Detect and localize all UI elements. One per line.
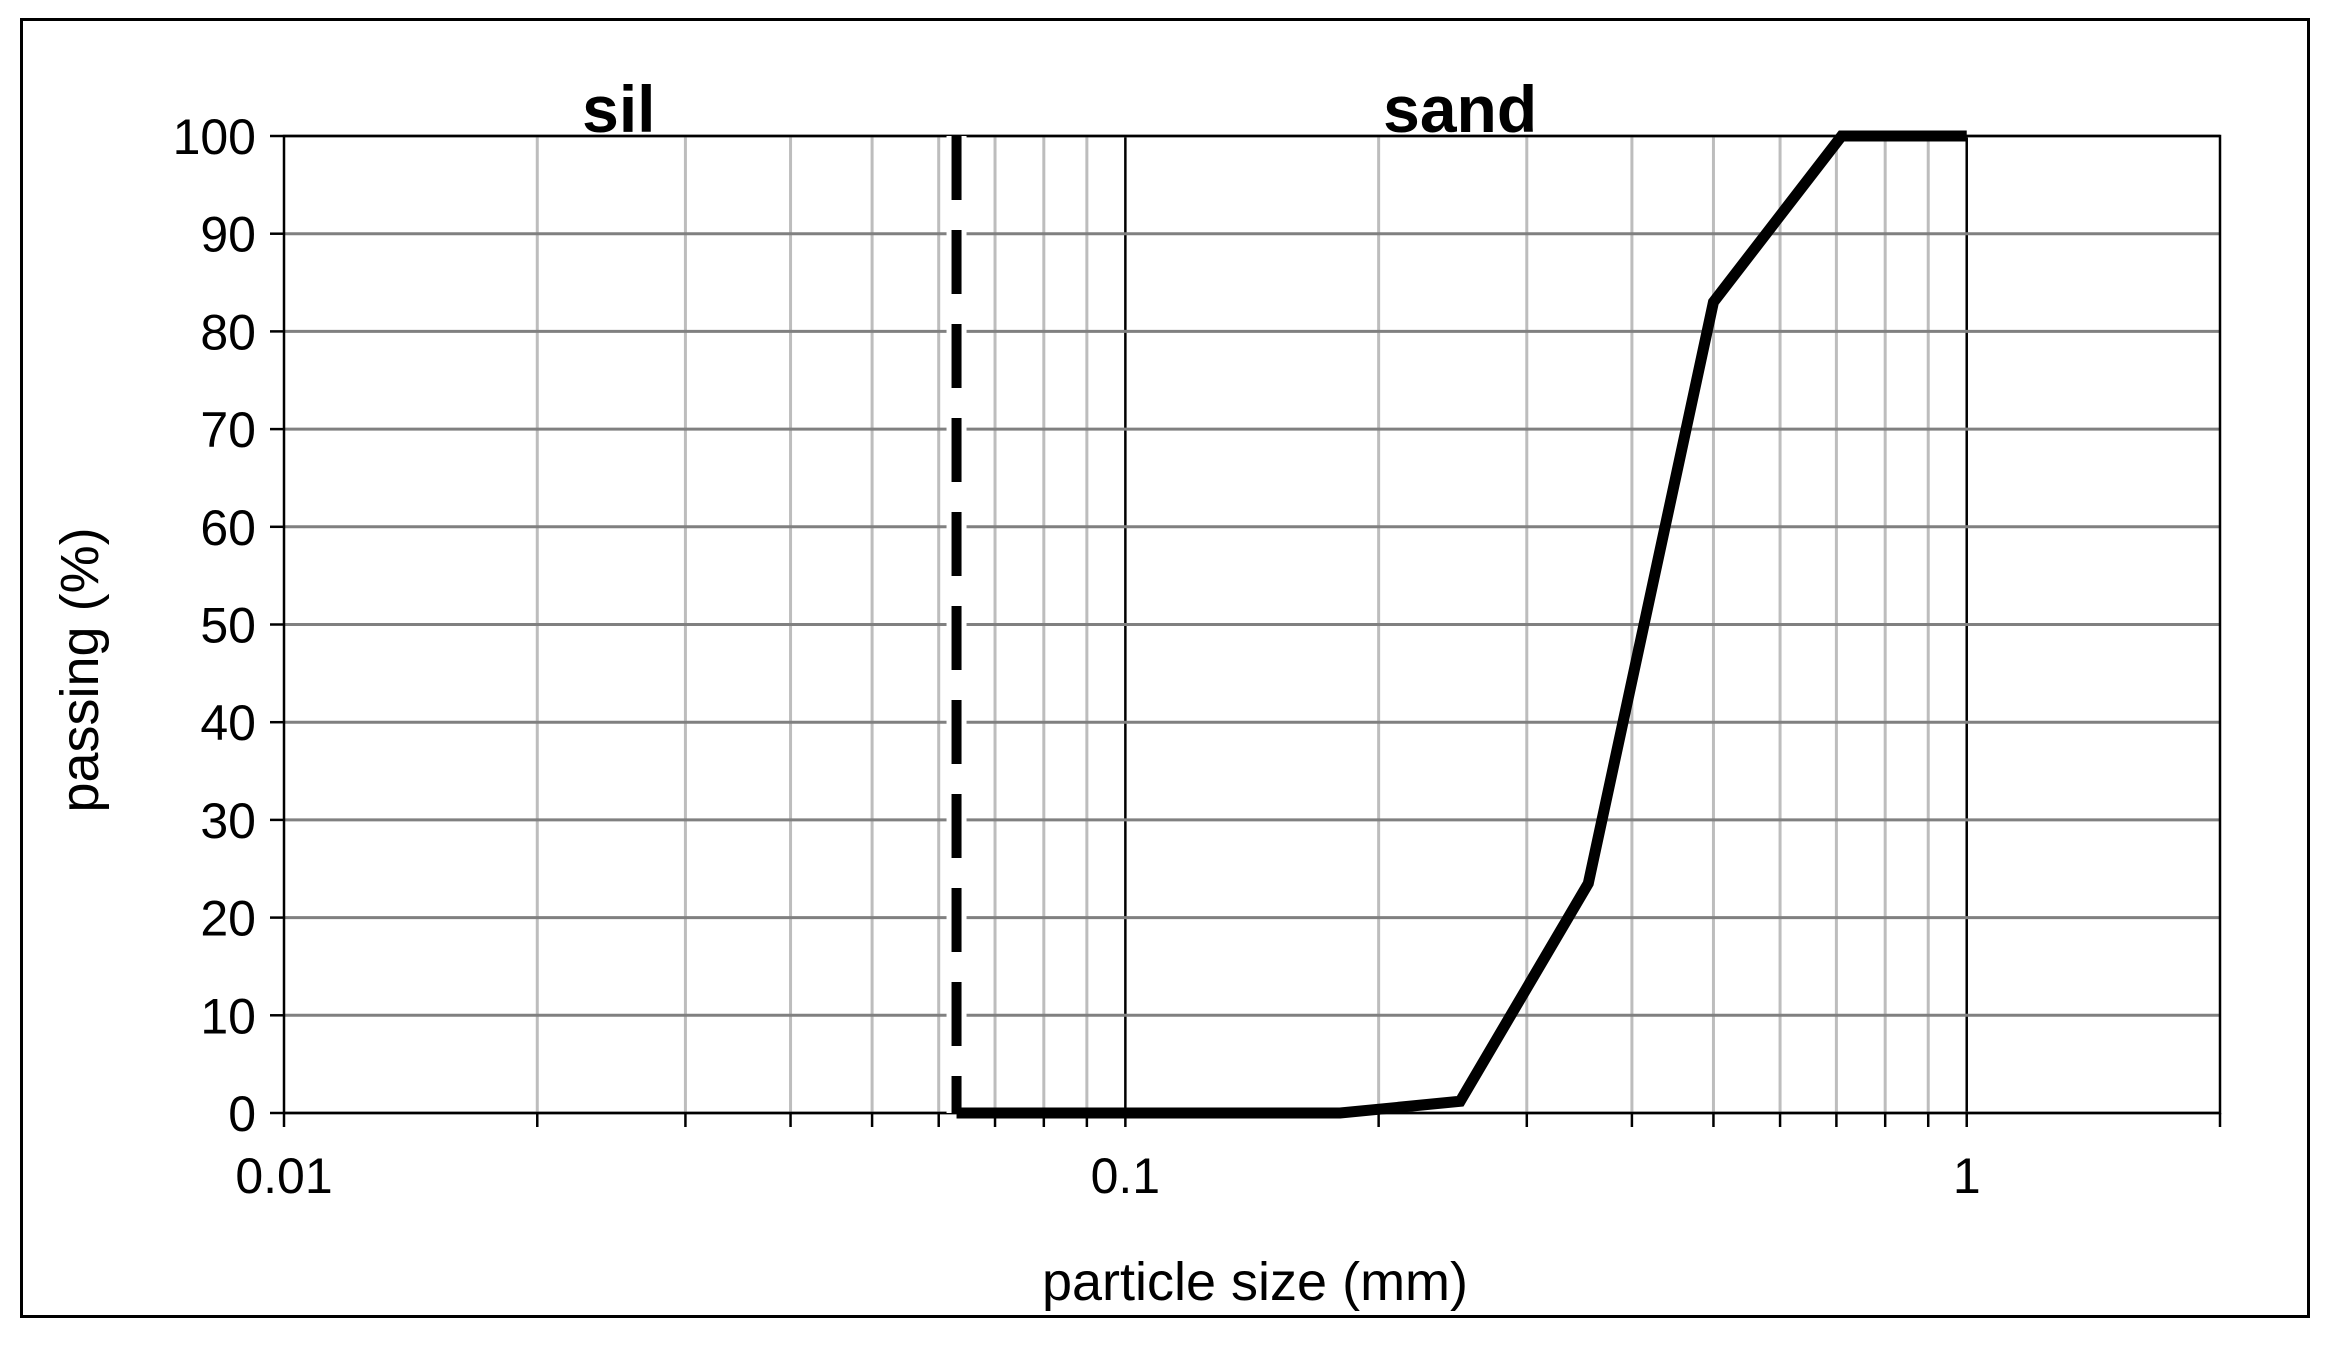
tick-labels: 0 10 20 30 40 50 60 70 80 90 100 0.01 0.1 1	[173, 109, 1981, 1204]
y-tick-label: 100	[173, 109, 256, 165]
y-tick-label: 60	[200, 500, 256, 556]
region-label-sand: sand	[1383, 72, 1537, 146]
x-tick-label: 1	[1953, 1148, 1981, 1204]
chart-labels: particle size (mm) passing (%) sil sand	[50, 72, 1537, 1312]
x-tick-label: 0.01	[235, 1148, 332, 1204]
y-tick-label: 0	[228, 1086, 256, 1142]
y-tick-label: 50	[200, 598, 256, 654]
x-axis-title: particle size (mm)	[1042, 1252, 1468, 1312]
y-tick-label: 40	[200, 695, 256, 751]
y-tick-label: 30	[200, 793, 256, 849]
y-tick-label: 20	[200, 891, 256, 947]
y-tick-label: 90	[200, 207, 256, 263]
series-layer	[946, 130, 1967, 1119]
y-tick-label: 80	[200, 304, 256, 360]
region-label-sil: sil	[582, 72, 655, 146]
y-tick-label: 10	[200, 988, 256, 1044]
gradation-curve	[956, 130, 1967, 1119]
y-axis-title: passing (%)	[50, 527, 110, 812]
x-tick-label: 0.1	[1091, 1148, 1161, 1204]
y-tick-label: 70	[200, 402, 256, 458]
